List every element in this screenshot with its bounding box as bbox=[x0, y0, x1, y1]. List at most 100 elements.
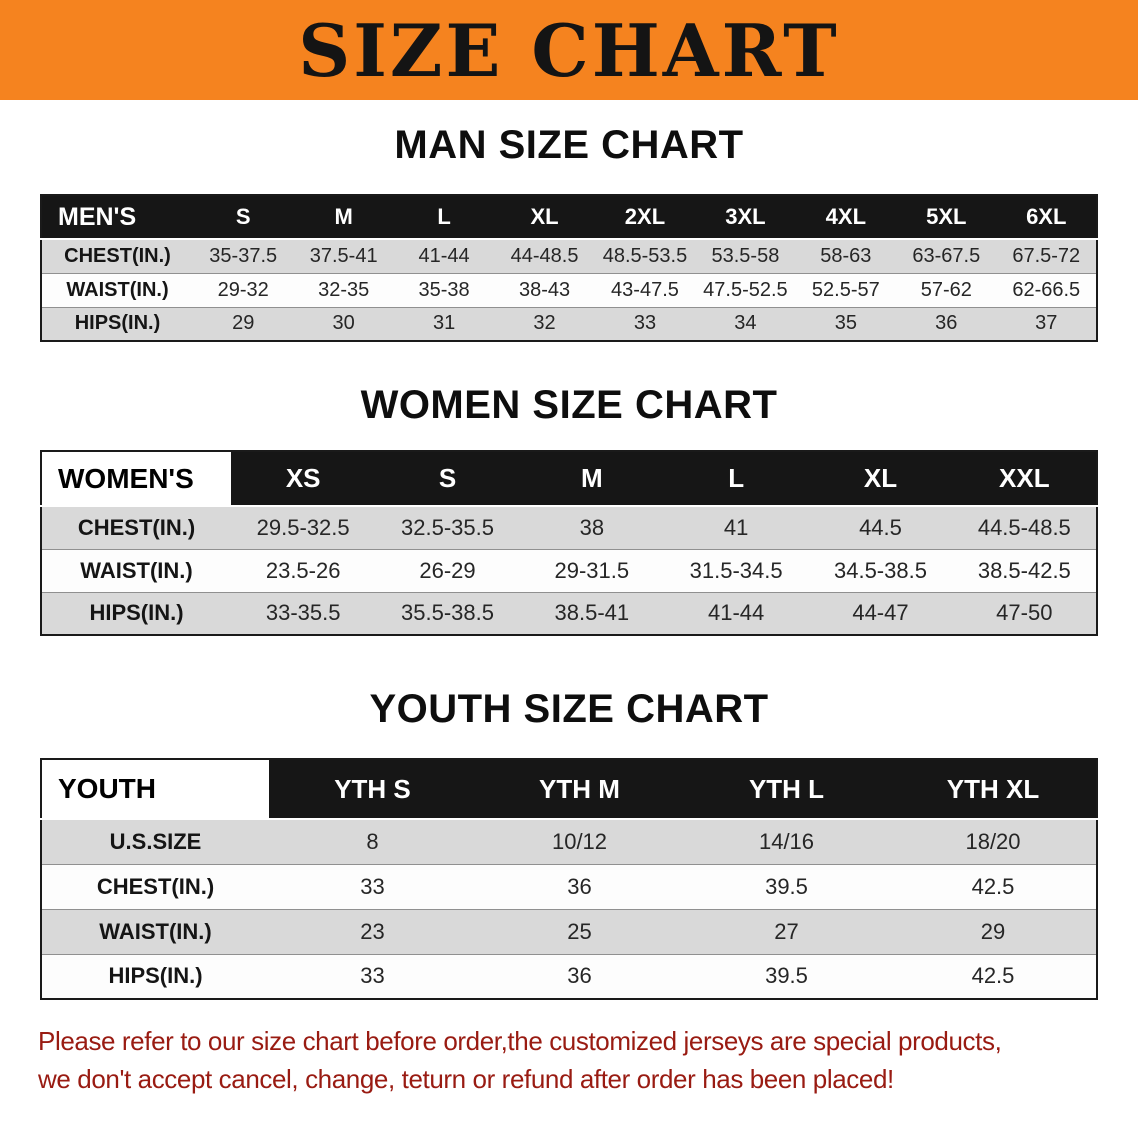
measurement-row: WAIST(IN.) 29-32 32-35 35-38 38-43 43-47.5 47.… bbox=[41, 272, 1097, 307]
size-value: 29 bbox=[890, 908, 1097, 954]
row-label: WAIST(IN.) bbox=[41, 548, 231, 592]
size-value: 27 bbox=[683, 908, 890, 954]
size-chart-page: SIZE CHART MAN SIZE CHART MEN'S S M L XL 2XL 3… bbox=[0, 0, 1138, 1094]
size-value: 36 bbox=[896, 306, 997, 341]
size-value: 8 bbox=[269, 818, 476, 864]
size-column-header: 4XL bbox=[795, 195, 897, 240]
size-value: 32 bbox=[494, 306, 595, 341]
size-value: 44-48.5 bbox=[494, 238, 595, 273]
size-value: 33 bbox=[269, 953, 476, 999]
size-value: 41 bbox=[663, 505, 809, 549]
size-value: 38-43 bbox=[494, 272, 595, 307]
size-column-header: L bbox=[393, 195, 495, 240]
man-size-chart-section: MAN SIZE CHART MEN'S S M L XL 2XL 3XL 4XL 5XL 6XL… bbox=[0, 122, 1138, 342]
youth-size-chart-section: YOUTH SIZE CHART YOUTH YTH S YTH M YTH L YTH… bbox=[0, 686, 1138, 1000]
youth-section-heading: YOUTH SIZE CHART bbox=[369, 687, 769, 731]
size-value: 29-31.5 bbox=[519, 548, 664, 592]
size-column-header: S bbox=[193, 195, 294, 240]
size-value: 38 bbox=[519, 505, 664, 549]
man-section-heading: MAN SIZE CHART bbox=[394, 123, 744, 167]
size-value: 29.5-32.5 bbox=[231, 505, 376, 549]
size-value: 14/16 bbox=[683, 818, 890, 864]
size-value: 41-44 bbox=[663, 591, 809, 635]
size-column-header: YTH S bbox=[269, 759, 476, 820]
women-section-heading: WOMEN SIZE CHART bbox=[360, 383, 778, 427]
measurement-row: CHEST(IN.) 29.5-32.5 32.5-35.5 38 41 44.5 44.5… bbox=[41, 505, 1097, 549]
size-column-header: S bbox=[375, 451, 520, 507]
size-value: 29 bbox=[193, 306, 294, 341]
size-value: 43-47.5 bbox=[594, 272, 696, 307]
size-column-header: YTH L bbox=[683, 759, 890, 820]
size-value: 37.5-41 bbox=[293, 238, 394, 273]
size-value: 42.5 bbox=[890, 863, 1097, 909]
size-value: 26-29 bbox=[375, 548, 520, 592]
size-value: 31 bbox=[393, 306, 495, 341]
size-value: 25 bbox=[476, 908, 683, 954]
measurement-row: WAIST(IN.) 23.5-26 26-29 29-31.5 31.5-34.5 34… bbox=[41, 548, 1097, 592]
size-value: 31.5-34.5 bbox=[663, 548, 809, 592]
page-title: SIZE CHART bbox=[298, 7, 840, 93]
size-value: 57-62 bbox=[896, 272, 997, 307]
size-column-header: XXL bbox=[952, 451, 1097, 507]
row-label: WAIST(IN.) bbox=[41, 908, 269, 954]
size-value: 63-67.5 bbox=[896, 238, 997, 273]
row-label: CHEST(IN.) bbox=[41, 863, 269, 909]
size-value: 35-38 bbox=[393, 272, 495, 307]
size-value: 30 bbox=[293, 306, 394, 341]
row-label: U.S.SIZE bbox=[41, 818, 269, 864]
size-value: 32-35 bbox=[293, 272, 394, 307]
size-value: 39.5 bbox=[683, 953, 890, 999]
size-value: 35-37.5 bbox=[193, 238, 294, 273]
size-value: 35 bbox=[795, 306, 897, 341]
size-value: 67.5-72 bbox=[996, 238, 1097, 273]
size-value: 33 bbox=[269, 863, 476, 909]
size-value: 37 bbox=[996, 306, 1097, 341]
size-value: 10/12 bbox=[476, 818, 683, 864]
row-label: WAIST(IN.) bbox=[41, 272, 193, 307]
row-label: HIPS(IN.) bbox=[41, 953, 269, 999]
size-column-header: 6XL bbox=[996, 195, 1097, 240]
size-value: 48.5-53.5 bbox=[594, 238, 696, 273]
disclaimer-line-2: we don't accept cancel, change, teturn o… bbox=[38, 1064, 894, 1094]
banner: SIZE CHART bbox=[0, 0, 1138, 100]
corner-label: YOUTH bbox=[41, 759, 269, 820]
measurement-row: CHEST(IN.) 35-37.5 37.5-41 41-44 44-48.5 48.5… bbox=[41, 238, 1097, 273]
size-value: 23 bbox=[269, 908, 476, 954]
size-value: 44.5 bbox=[808, 505, 953, 549]
size-value: 47-50 bbox=[952, 591, 1097, 635]
measurement-row: CHEST(IN.) 33 36 39.5 42.5 bbox=[41, 863, 1097, 909]
size-value: 23.5-26 bbox=[231, 548, 376, 592]
size-value: 44.5-48.5 bbox=[952, 505, 1097, 549]
size-column-header: M bbox=[519, 451, 664, 507]
row-label: HIPS(IN.) bbox=[41, 591, 231, 635]
measurement-row: HIPS(IN.) 33-35.5 35.5-38.5 38.5-41 41-44 44-… bbox=[41, 591, 1097, 635]
size-column-header: M bbox=[293, 195, 394, 240]
corner-label: WOMEN'S bbox=[41, 451, 231, 507]
size-value: 33-35.5 bbox=[231, 591, 376, 635]
table-header-row: WOMEN'S XS S M L XL XXL bbox=[41, 451, 1097, 507]
table-header-row: MEN'S S M L XL 2XL 3XL 4XL 5XL 6XL bbox=[41, 195, 1097, 240]
size-value: 47.5-52.5 bbox=[695, 272, 796, 307]
size-value: 41-44 bbox=[393, 238, 495, 273]
size-value: 18/20 bbox=[890, 818, 1097, 864]
size-value: 39.5 bbox=[683, 863, 890, 909]
size-value: 33 bbox=[594, 306, 696, 341]
size-value: 34 bbox=[695, 306, 796, 341]
men-size-table: MEN'S S M L XL 2XL 3XL 4XL 5XL 6XL CHEST(IN.) 35-37… bbox=[40, 194, 1098, 342]
size-column-header: XL bbox=[808, 451, 953, 507]
measurement-row: U.S.SIZE 8 10/12 14/16 18/20 bbox=[41, 818, 1097, 864]
size-column-header: L bbox=[663, 451, 809, 507]
size-value: 58-63 bbox=[795, 238, 897, 273]
size-value: 35.5-38.5 bbox=[375, 591, 520, 635]
size-value: 29-32 bbox=[193, 272, 294, 307]
size-value: 53.5-58 bbox=[695, 238, 796, 273]
size-value: 34.5-38.5 bbox=[808, 548, 953, 592]
size-value: 36 bbox=[476, 863, 683, 909]
size-value: 38.5-42.5 bbox=[952, 548, 1097, 592]
row-label: CHEST(IN.) bbox=[41, 238, 193, 273]
measurement-row: WAIST(IN.) 23 25 27 29 bbox=[41, 908, 1097, 954]
size-column-header: 2XL bbox=[594, 195, 696, 240]
size-value: 32.5-35.5 bbox=[375, 505, 520, 549]
size-column-header: 5XL bbox=[896, 195, 997, 240]
size-column-header: 3XL bbox=[695, 195, 796, 240]
